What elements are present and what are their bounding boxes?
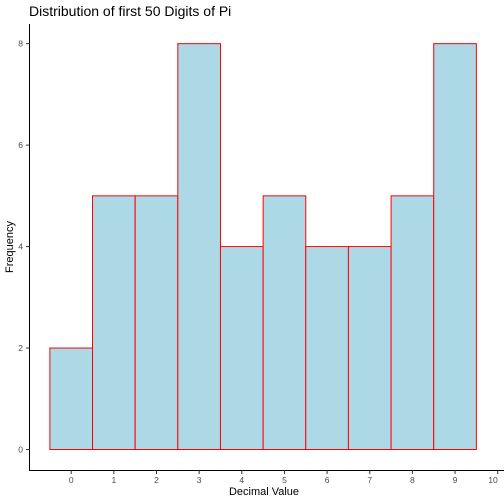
bar-1 xyxy=(92,195,136,450)
x-axis-ticks: 0 1 2 3 4 5 6 7 8 9 10 xyxy=(69,470,499,485)
bar-7 xyxy=(347,246,392,450)
y-tick-label: 0 xyxy=(18,445,23,455)
bar-3 xyxy=(177,43,221,450)
y-axis-title: Frequency xyxy=(4,221,16,273)
bar-2 xyxy=(134,195,179,450)
x-tick-label: 10 xyxy=(488,475,498,485)
y-tick-label: 2 xyxy=(18,343,23,353)
x-tick-label: 9 xyxy=(453,475,458,485)
y-tick-label: 8 xyxy=(18,39,23,49)
y-tick-label: 4 xyxy=(18,242,23,252)
bar-9 xyxy=(433,43,477,450)
x-tick-label: 1 xyxy=(111,475,116,485)
chart-title: Distribution of first 50 Digits of Pi xyxy=(29,3,231,19)
bar-5 xyxy=(262,195,307,450)
x-tick-label: 4 xyxy=(239,475,244,485)
bar-6 xyxy=(305,246,349,450)
x-tick-label: 8 xyxy=(410,475,415,485)
y-tick-label: 6 xyxy=(18,140,23,150)
y-axis-ticks: 0 2 4 6 8 xyxy=(18,39,30,455)
plot-area xyxy=(49,43,477,451)
bar-4 xyxy=(219,246,264,450)
x-tick-label: 3 xyxy=(197,475,202,485)
x-tick-label: 0 xyxy=(69,475,74,485)
x-axis-title: Decimal Value xyxy=(229,486,299,498)
bar-0 xyxy=(49,347,94,451)
x-tick-label: 7 xyxy=(367,475,372,485)
bar-8 xyxy=(390,195,435,450)
x-tick-label: 2 xyxy=(154,475,159,485)
x-tick-label: 6 xyxy=(325,475,330,485)
x-tick-label: 5 xyxy=(282,475,287,485)
